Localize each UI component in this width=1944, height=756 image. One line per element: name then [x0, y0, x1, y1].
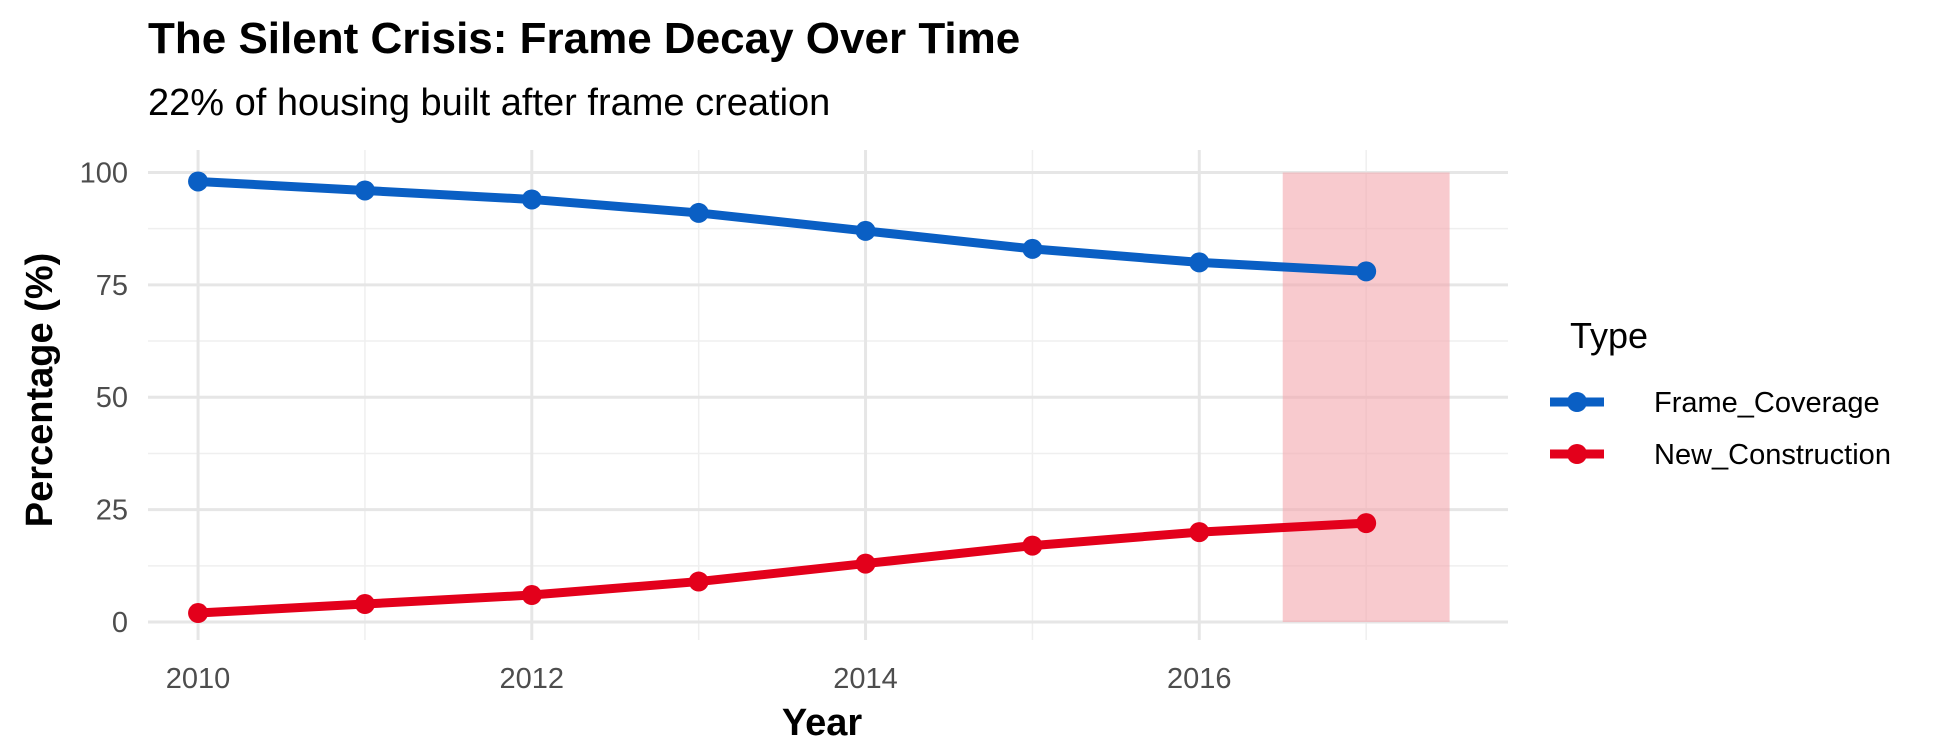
data-point-new-construction — [188, 603, 209, 624]
y-tick-label: 50 — [96, 382, 128, 414]
data-point-frame-coverage — [354, 180, 375, 201]
series-points — [188, 171, 1377, 624]
legend-label-new-construction: New_Construction — [1654, 439, 1891, 471]
x-tick-label: 2010 — [166, 663, 231, 695]
series-lines — [193, 176, 1371, 618]
legend-title: Type — [1570, 315, 1648, 356]
highlight-region-layer — [1282, 172, 1450, 623]
legend: Type Frame_Coverage New_Construction — [1550, 315, 1891, 471]
data-point-frame-coverage — [1022, 238, 1043, 259]
data-point-frame-coverage — [1189, 252, 1210, 273]
data-point-new-construction — [521, 585, 542, 606]
y-tick-label: 25 — [96, 495, 128, 527]
series-line-new-construction — [193, 518, 1371, 618]
y-axis-title: Percentage (%) — [19, 253, 61, 528]
x-tick-label: 2014 — [833, 663, 898, 695]
data-point-frame-coverage — [688, 202, 709, 223]
x-axis-title: Year — [782, 702, 863, 744]
y-tick-label: 75 — [96, 270, 128, 302]
data-point-new-construction — [1356, 513, 1377, 534]
chart-title: The Silent Crisis: Frame Decay Over Time — [148, 14, 1021, 63]
y-axis-ticks: 0 25 50 75 100 — [80, 157, 128, 639]
data-point-new-construction — [688, 571, 709, 592]
x-axis-ticks: 2010 2012 2014 2016 — [166, 663, 1232, 695]
y-tick-label: 100 — [80, 157, 128, 189]
y-tick-label: 0 — [112, 607, 128, 639]
chart-subtitle: 22% of housing built after frame creatio… — [148, 82, 831, 124]
data-point-frame-coverage — [1356, 261, 1377, 282]
data-point-new-construction — [1022, 535, 1043, 556]
data-point-new-construction — [855, 553, 876, 574]
legend-label-frame-coverage: Frame_Coverage — [1654, 387, 1880, 419]
series-line-frame-coverage — [193, 176, 1371, 276]
data-point-frame-coverage — [521, 189, 542, 210]
data-point-frame-coverage — [855, 220, 876, 241]
x-tick-label: 2016 — [1167, 663, 1232, 695]
legend-swatch-point-frame-coverage — [1567, 392, 1587, 412]
highlight-region — [1282, 172, 1450, 623]
data-point-frame-coverage — [188, 171, 209, 192]
data-point-new-construction — [1189, 522, 1210, 543]
legend-swatch-point-new-construction — [1567, 444, 1587, 464]
data-point-new-construction — [354, 594, 375, 615]
x-tick-label: 2012 — [500, 663, 565, 695]
